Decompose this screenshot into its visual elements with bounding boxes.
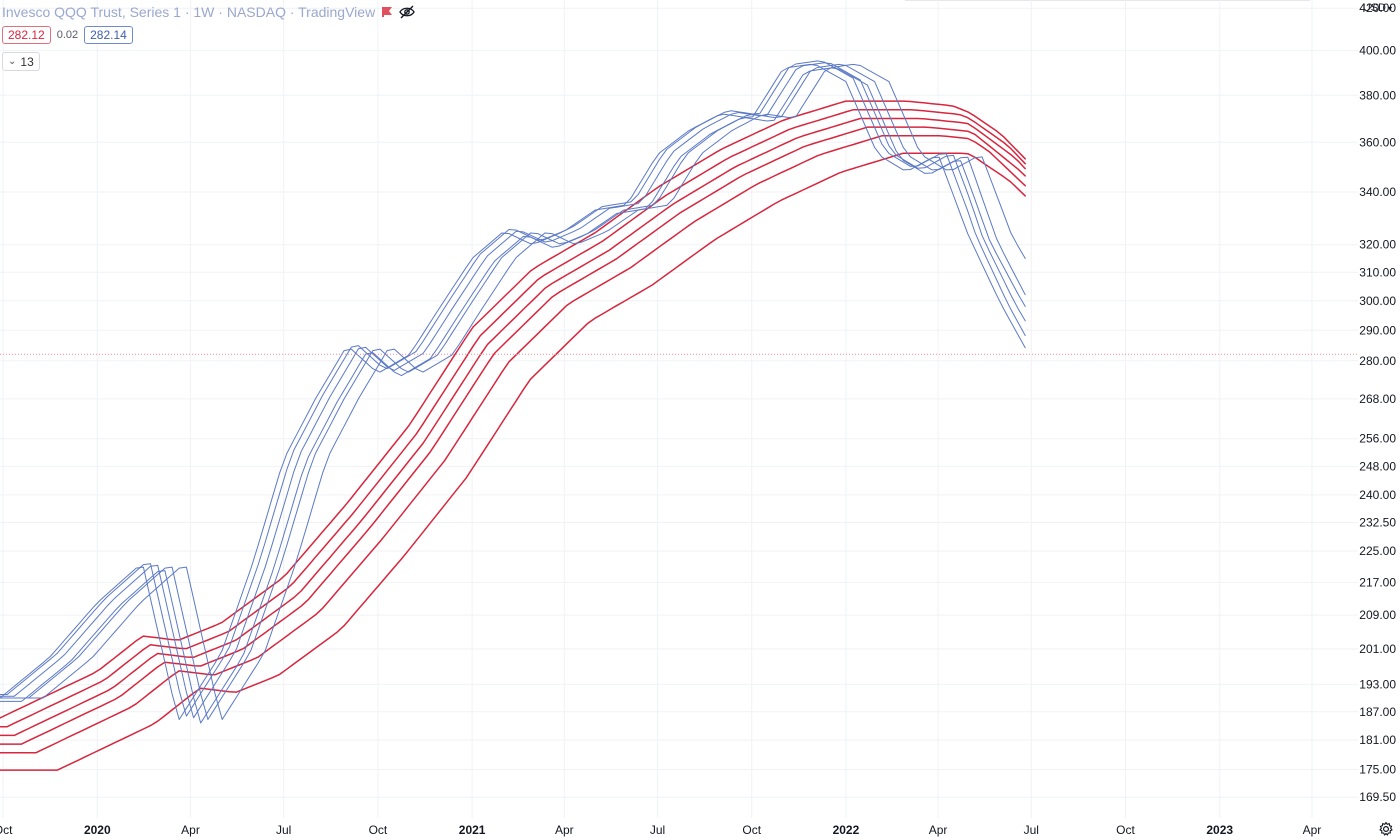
chevron-down-icon: ▾ [1387, 3, 1392, 13]
y-tick-label: 268.00 [1359, 392, 1396, 406]
series-line-slow [0, 126, 1026, 745]
y-tick-label: 201.00 [1359, 642, 1396, 656]
gear-icon[interactable] [1378, 821, 1394, 837]
y-tick-label: 175.00 [1359, 762, 1396, 776]
x-tick-label: 2021 [459, 823, 486, 837]
top-divider [905, 0, 1310, 1]
y-tick-label: 240.00 [1359, 488, 1396, 502]
x-tick-label: Oct [369, 823, 388, 837]
y-tick-label: 310.00 [1359, 265, 1396, 279]
chevron-down-icon: ⌄ [8, 56, 17, 67]
series-line-slow [0, 117, 1026, 737]
y-tick-label: 187.00 [1359, 705, 1396, 719]
x-tick-label: Oct [1116, 823, 1135, 837]
series-line-fast [0, 62, 1026, 719]
indicators-collapse-button[interactable]: ⌄ 13 [2, 52, 40, 71]
y-tick-label: 256.00 [1359, 432, 1396, 446]
legend-title-row: Invesco QQQ Trust, Series 1 · 1W · NASDA… [2, 3, 415, 21]
value-spread: 0.02 [56, 29, 79, 41]
series-line-fast [0, 60, 1026, 717]
y-tick-label: 380.00 [1359, 88, 1396, 102]
x-tick-label: Apr [1303, 823, 1322, 837]
y-tick-label: 360.00 [1359, 135, 1396, 149]
currency-label: USD [1362, 2, 1386, 14]
y-tick-label: 248.00 [1359, 459, 1396, 473]
series-line-fast [0, 63, 1026, 720]
y-tick-label: 420.00 [1359, 1, 1396, 15]
series-group [0, 60, 1026, 771]
value-blue-badge: 282.14 [84, 26, 133, 44]
y-tick-label: 209.00 [1359, 608, 1396, 622]
y-tick-label: 169.50 [1359, 790, 1396, 804]
series-line-slow [0, 135, 1026, 754]
indicator-count: 13 [20, 54, 34, 69]
flag-icon[interactable] [381, 6, 393, 18]
y-tick-label: 181.00 [1359, 733, 1396, 747]
x-tick-label: Jul [650, 823, 665, 837]
series-line-slow [0, 152, 1026, 771]
symbol-title[interactable]: Invesco QQQ Trust, Series 1 · 1W · NASDA… [2, 4, 376, 20]
y-tick-label: 280.00 [1359, 354, 1396, 368]
x-tick-label: 2020 [84, 823, 111, 837]
x-tick-label: Jul [1024, 823, 1039, 837]
currency-selector[interactable]: USD ▾ [1363, 2, 1392, 14]
y-tick-label: 290.00 [1359, 323, 1396, 337]
x-tick-label: Oct [742, 823, 761, 837]
eye-crossed-icon[interactable] [399, 5, 415, 19]
y-tick-label: 193.00 [1359, 677, 1396, 691]
series-line-fast [0, 67, 1026, 724]
grid [0, 0, 1358, 818]
x-tick-label: 2022 [833, 823, 860, 837]
x-tick-label: Apr [929, 823, 948, 837]
x-tick-label: Jul [276, 823, 291, 837]
y-tick-label: 340.00 [1359, 185, 1396, 199]
series-line-fast [0, 63, 1026, 720]
x-tick-label: Oct [0, 823, 13, 837]
series-line-slow [0, 100, 1026, 719]
y-axis: 169.50 175.00 181.00 187.00 193.00 201.00 209.… [1359, 1, 1396, 804]
y-tick-label: 217.00 [1359, 575, 1396, 589]
x-axis: Oct 2020 Apr Jul Oct 2021 Apr Jul Oct 2022 Apr Jul O… [0, 823, 1321, 837]
y-tick-label: 232.50 [1359, 515, 1396, 529]
y-tick-label: 300.00 [1359, 294, 1396, 308]
x-tick-label: Apr [555, 823, 574, 837]
series-line-fast [0, 63, 1026, 720]
series-line-slow [0, 109, 1026, 728]
x-tick-label: 2023 [1206, 823, 1233, 837]
y-tick-label: 320.00 [1359, 238, 1396, 252]
value-red-badge: 282.12 [2, 26, 51, 44]
legend-values: 282.12 0.02 282.14 [2, 26, 133, 44]
y-tick-label: 225.00 [1359, 544, 1396, 558]
y-tick-label: 400.00 [1359, 44, 1396, 58]
x-tick-label: Apr [181, 823, 200, 837]
